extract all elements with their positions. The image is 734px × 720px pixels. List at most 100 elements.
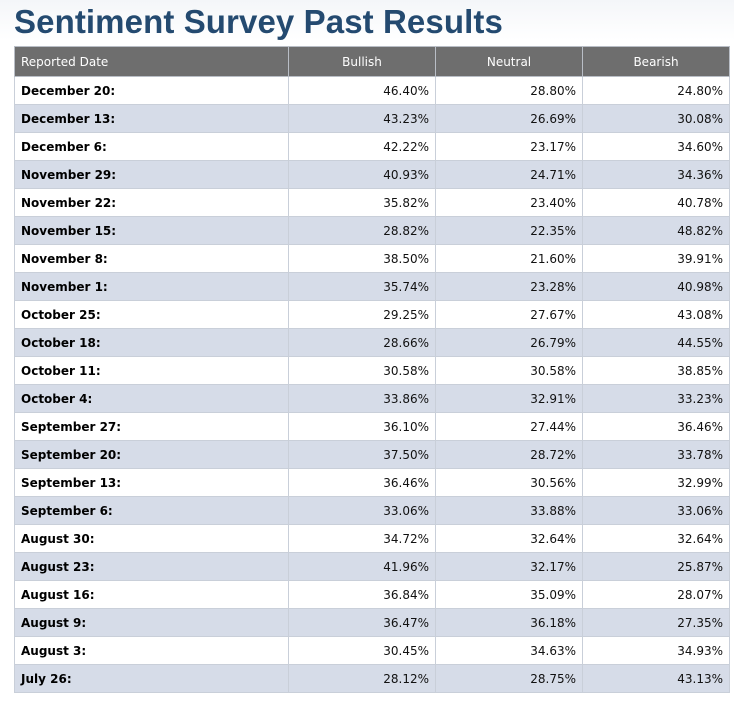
cell-neutral: 27.44%	[435, 412, 583, 441]
cell-neutral: 32.64%	[435, 524, 583, 553]
cell-reported-date: August 9:	[14, 608, 289, 637]
cell-neutral: 27.67%	[435, 300, 583, 329]
page-title: Sentiment Survey Past Results	[14, 3, 503, 40]
cell-bullish: 42.22%	[288, 132, 436, 161]
cell-bullish: 29.25%	[288, 300, 436, 329]
cell-bearish: 43.08%	[582, 300, 730, 329]
column-header-reported-date: Reported Date	[14, 46, 289, 77]
table-row: November 15: 28.82% 22.35% 48.82%	[14, 216, 730, 245]
cell-bearish: 30.08%	[582, 104, 730, 133]
cell-bearish: 24.80%	[582, 76, 730, 105]
cell-neutral: 32.17%	[435, 552, 583, 581]
cell-reported-date: November 15:	[14, 216, 289, 245]
table-row: August 3: 30.45% 34.63% 34.93%	[14, 636, 730, 665]
cell-neutral: 28.72%	[435, 440, 583, 469]
cell-reported-date: September 13:	[14, 468, 289, 497]
cell-neutral: 23.17%	[435, 132, 583, 161]
cell-neutral: 21.60%	[435, 244, 583, 273]
cell-bullish: 35.74%	[288, 272, 436, 301]
table-row: September 27: 36.10% 27.44% 36.46%	[14, 412, 730, 441]
cell-reported-date: December 20:	[14, 76, 289, 105]
table-row: August 30: 34.72% 32.64% 32.64%	[14, 524, 730, 553]
cell-bearish: 48.82%	[582, 216, 730, 245]
cell-reported-date: August 30:	[14, 524, 289, 553]
cell-bullish: 43.23%	[288, 104, 436, 133]
table-row: December 13: 43.23% 26.69% 30.08%	[14, 104, 730, 133]
cell-reported-date: October 18:	[14, 328, 289, 357]
cell-bearish: 34.36%	[582, 160, 730, 189]
table-row: December 6: 42.22% 23.17% 34.60%	[14, 132, 730, 161]
table-row: September 20: 37.50% 28.72% 33.78%	[14, 440, 730, 469]
cell-reported-date: November 29:	[14, 160, 289, 189]
cell-bearish: 27.35%	[582, 608, 730, 637]
table-row: August 16: 36.84% 35.09% 28.07%	[14, 580, 730, 609]
table-row: September 6: 33.06% 33.88% 33.06%	[14, 496, 730, 525]
cell-reported-date: October 11:	[14, 356, 289, 385]
cell-reported-date: September 27:	[14, 412, 289, 441]
cell-bullish: 36.46%	[288, 468, 436, 497]
cell-bullish: 28.66%	[288, 328, 436, 357]
cell-bullish: 33.06%	[288, 496, 436, 525]
table-row: November 1: 35.74% 23.28% 40.98%	[14, 272, 730, 301]
cell-bullish: 30.58%	[288, 356, 436, 385]
table-row: October 4: 33.86% 32.91% 33.23%	[14, 384, 730, 413]
cell-bullish: 28.82%	[288, 216, 436, 245]
cell-reported-date: November 8:	[14, 244, 289, 273]
cell-neutral: 30.58%	[435, 356, 583, 385]
cell-bullish: 30.45%	[288, 636, 436, 665]
table-row: November 22: 35.82% 23.40% 40.78%	[14, 188, 730, 217]
cell-neutral: 22.35%	[435, 216, 583, 245]
cell-reported-date: December 13:	[14, 104, 289, 133]
column-header-bearish: Bearish	[582, 46, 730, 77]
cell-reported-date: August 23:	[14, 552, 289, 581]
cell-neutral: 36.18%	[435, 608, 583, 637]
cell-reported-date: August 16:	[14, 580, 289, 609]
cell-bearish: 32.99%	[582, 468, 730, 497]
cell-reported-date: November 22:	[14, 188, 289, 217]
table-row: November 8: 38.50% 21.60% 39.91%	[14, 244, 730, 273]
cell-bearish: 33.06%	[582, 496, 730, 525]
table-row: September 13: 36.46% 30.56% 32.99%	[14, 468, 730, 497]
cell-bullish: 36.47%	[288, 608, 436, 637]
cell-bullish: 40.93%	[288, 160, 436, 189]
cell-reported-date: October 4:	[14, 384, 289, 413]
header-row: Reported Date Bullish Neutral Bearish	[14, 46, 730, 77]
cell-bearish: 33.23%	[582, 384, 730, 413]
cell-bullish: 36.84%	[288, 580, 436, 609]
cell-bearish: 36.46%	[582, 412, 730, 441]
table-row: July 26: 28.12% 28.75% 43.13%	[14, 664, 730, 693]
cell-bullish: 35.82%	[288, 188, 436, 217]
cell-bearish: 44.55%	[582, 328, 730, 357]
table-row: October 11: 30.58% 30.58% 38.85%	[14, 356, 730, 385]
table-row: October 25: 29.25% 27.67% 43.08%	[14, 300, 730, 329]
table-row: August 23: 41.96% 32.17% 25.87%	[14, 552, 730, 581]
cell-neutral: 34.63%	[435, 636, 583, 665]
cell-bearish: 34.60%	[582, 132, 730, 161]
cell-neutral: 28.75%	[435, 664, 583, 693]
cell-reported-date: November 1:	[14, 272, 289, 301]
cell-bearish: 32.64%	[582, 524, 730, 553]
cell-neutral: 23.40%	[435, 188, 583, 217]
cell-bearish: 28.07%	[582, 580, 730, 609]
cell-bullish: 36.10%	[288, 412, 436, 441]
cell-bearish: 34.93%	[582, 636, 730, 665]
cell-neutral: 26.69%	[435, 104, 583, 133]
cell-neutral: 26.79%	[435, 328, 583, 357]
table-row: November 29: 40.93% 24.71% 34.36%	[14, 160, 730, 189]
cell-reported-date: August 3:	[14, 636, 289, 665]
cell-neutral: 32.91%	[435, 384, 583, 413]
cell-reported-date: September 20:	[14, 440, 289, 469]
cell-bullish: 34.72%	[288, 524, 436, 553]
column-header-bullish: Bullish	[288, 46, 436, 77]
column-header-neutral: Neutral	[435, 46, 583, 77]
cell-bullish: 33.86%	[288, 384, 436, 413]
cell-reported-date: December 6:	[14, 132, 289, 161]
sentiment-results-table: Reported Date Bullish Neutral Bearish De…	[14, 46, 730, 693]
cell-bearish: 40.98%	[582, 272, 730, 301]
cell-neutral: 24.71%	[435, 160, 583, 189]
cell-bullish: 28.12%	[288, 664, 436, 693]
table-row: December 20: 46.40% 28.80% 24.80%	[14, 76, 730, 105]
cell-reported-date: July 26:	[14, 664, 289, 693]
cell-bearish: 38.85%	[582, 356, 730, 385]
